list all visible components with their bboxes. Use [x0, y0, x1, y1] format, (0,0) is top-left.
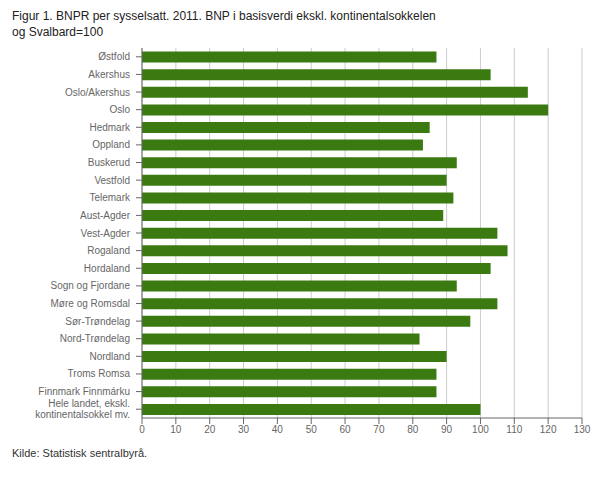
svg-text:30: 30: [238, 424, 250, 435]
svg-text:Oslo: Oslo: [109, 104, 130, 115]
svg-text:70: 70: [373, 424, 385, 435]
svg-text:Østfold: Østfold: [98, 51, 130, 62]
svg-text:110: 110: [506, 424, 522, 435]
svg-text:Møre og Romsdal: Møre og Romsdal: [51, 298, 130, 309]
svg-text:Telemark: Telemark: [89, 192, 131, 203]
svg-text:40: 40: [272, 424, 284, 435]
svg-text:Rogaland: Rogaland: [87, 245, 130, 256]
svg-text:Hedmark: Hedmark: [89, 122, 131, 133]
svg-text:60: 60: [340, 424, 352, 435]
svg-text:130: 130: [574, 424, 591, 435]
svg-text:20: 20: [204, 424, 216, 435]
svg-text:Oslo/Akershus: Oslo/Akershus: [65, 87, 130, 98]
svg-text:Nord-Trøndelag: Nord-Trøndelag: [60, 333, 130, 344]
svg-text:Finnmark Finnmárku: Finnmark Finnmárku: [38, 386, 130, 397]
html-text:Kilde: Statistisk sentralbyrå.: Kilde: Statistisk sentralbyrå.: [12, 447, 148, 459]
html-text:Figur 1. BNPR per sysselsatt.: Figur 1. BNPR per sysselsatt. 2011. BNP …: [12, 9, 436, 23]
svg-text:10: 10: [170, 424, 182, 435]
svg-text:Buskerud: Buskerud: [88, 157, 130, 168]
svg-text:100: 100: [472, 424, 489, 435]
svg-text:120: 120: [540, 424, 557, 435]
svg-text:Akershus: Akershus: [88, 69, 130, 80]
svg-text:Oppland: Oppland: [92, 139, 130, 150]
svg-text:Aust-Agder: Aust-Agder: [80, 210, 131, 221]
svg-text:Sogn og Fjordane: Sogn og Fjordane: [50, 280, 130, 291]
svg-text:0: 0: [139, 424, 145, 435]
svg-text:90: 90: [441, 424, 453, 435]
html-text:og Svalbard=100: og Svalbard=100: [12, 25, 104, 39]
svg-text:Vest-Agder: Vest-Agder: [81, 228, 131, 239]
svg-text:Troms Romsa: Troms Romsa: [68, 368, 131, 379]
svg-text:Hele landet, ekskl.kontinental: Hele landet, ekskl.kontinentalsokkel mv.: [35, 398, 130, 420]
svg-text:Hordaland: Hordaland: [84, 263, 130, 274]
svg-text:80: 80: [407, 424, 419, 435]
svg-text:50: 50: [306, 424, 318, 435]
svg-text:Nordland: Nordland: [89, 351, 130, 362]
svg-text:Sør-Trøndelag: Sør-Trøndelag: [65, 316, 130, 327]
svg-text:Vestfold: Vestfold: [94, 175, 130, 186]
